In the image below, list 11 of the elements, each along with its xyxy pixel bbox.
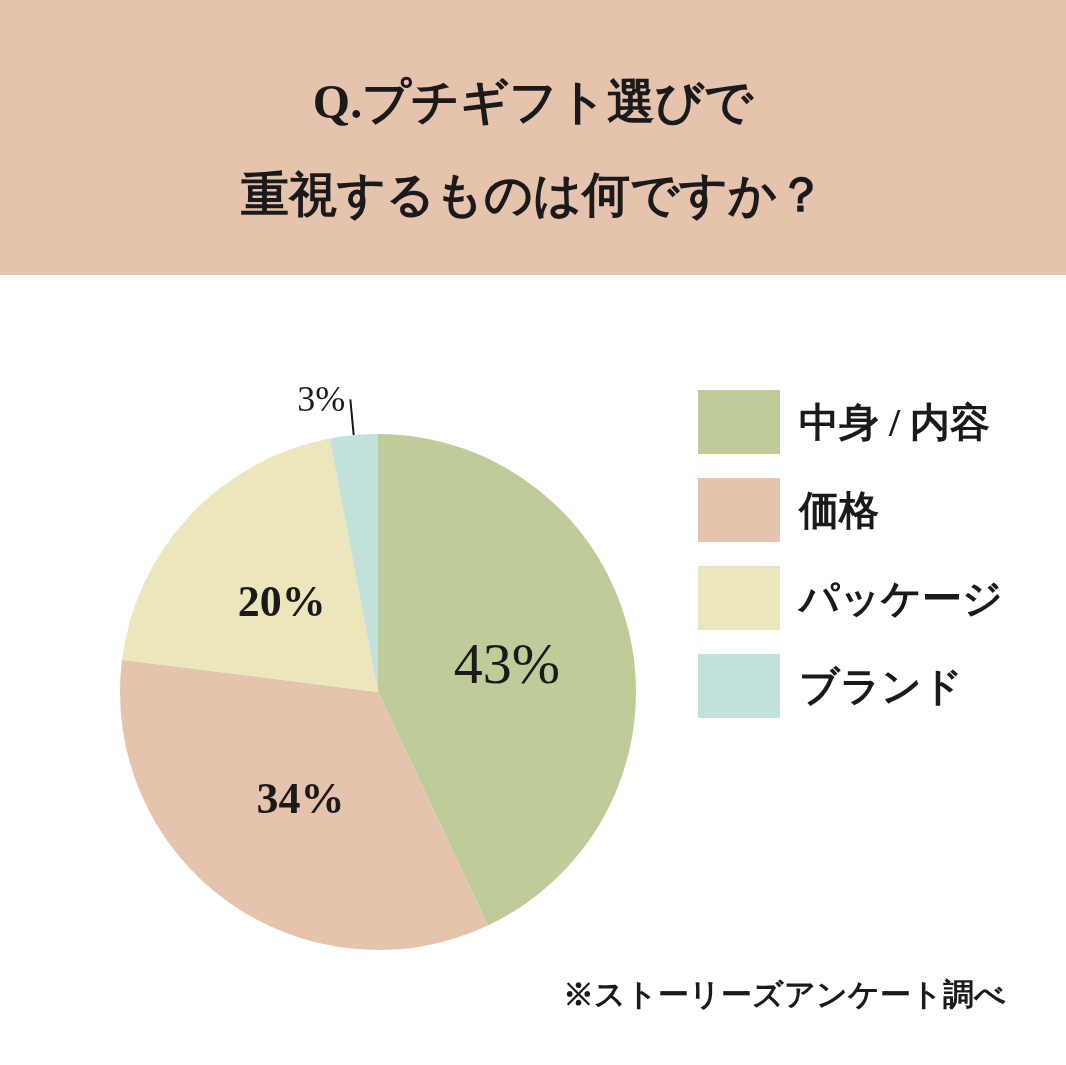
- chart-title: Q.プチギフト選びで: [312, 74, 755, 128]
- data-label: 43%: [453, 630, 560, 696]
- data-label: 3%: [297, 379, 346, 420]
- legend-label: 中身 / 内容: [799, 399, 991, 445]
- legend-label: ブランド: [799, 663, 963, 709]
- data-label: 34%: [256, 774, 345, 824]
- text: ※ストーリーズアンケート調べ: [563, 977, 1006, 1012]
- data-label: 20%: [237, 577, 326, 627]
- legend-label: 価格: [797, 487, 879, 533]
- chart-subtitle: 重視するものは何ですか？: [241, 167, 825, 221]
- legend-label: パッケージ: [797, 575, 1003, 621]
